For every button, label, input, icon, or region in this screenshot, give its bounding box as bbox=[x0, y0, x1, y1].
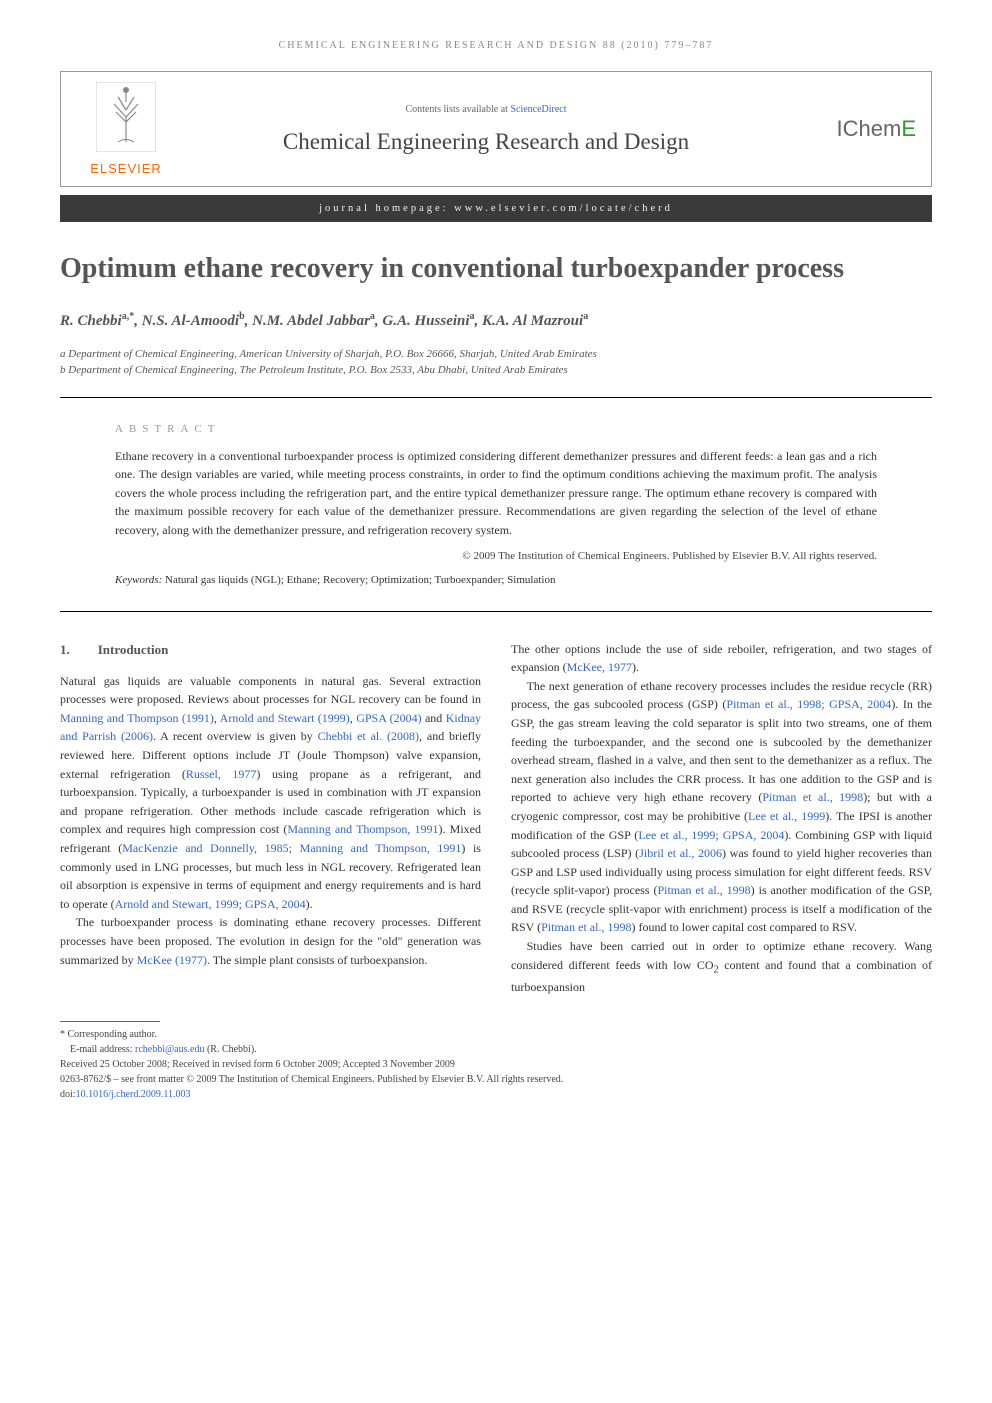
rule-bottom bbox=[60, 611, 932, 612]
section-1-num: 1. bbox=[60, 642, 70, 657]
doi-line: doi:10.1016/j.cherd.2009.11.003 bbox=[60, 1087, 932, 1102]
column-right: The other options include the use of sid… bbox=[511, 640, 932, 997]
icheme-prefix: IChem bbox=[837, 116, 902, 141]
t: Natural gas liquids are valuable compone… bbox=[60, 674, 481, 707]
ref-russel-1977[interactable]: Russel, 1977 bbox=[186, 767, 257, 781]
t: . A recent overview is given by bbox=[153, 729, 318, 743]
ref-chebbi-2008[interactable]: Chebbi et al. (2008) bbox=[318, 729, 419, 743]
col2-p2: The next generation of ethane recovery p… bbox=[511, 677, 932, 937]
email-link[interactable]: rchebbi@aus.edu bbox=[135, 1044, 204, 1055]
col2-p3: Studies have been carried out in order t… bbox=[511, 937, 932, 996]
abstract-text: Ethane recovery in a conventional turboe… bbox=[115, 447, 877, 540]
ref-pitman-1998d[interactable]: Pitman et al., 1998 bbox=[541, 920, 631, 934]
affiliations: a Department of Chemical Engineering, Am… bbox=[60, 346, 932, 379]
abstract-box: ABSTRACT Ethane recovery in a convention… bbox=[115, 423, 877, 586]
rule-top bbox=[60, 397, 932, 398]
contents-prefix: Contents lists available at bbox=[405, 104, 510, 115]
affiliation-b: b Department of Chemical Engineering, Th… bbox=[60, 362, 932, 379]
doi-link[interactable]: 10.1016/j.cherd.2009.11.003 bbox=[76, 1089, 191, 1100]
ref-gpsa-2004[interactable]: GPSA (2004) bbox=[356, 711, 421, 725]
elsevier-tree-icon bbox=[96, 82, 156, 152]
ref-arnold-1999[interactable]: Arnold and Stewart (1999) bbox=[220, 711, 350, 725]
ref-arnold-1999b[interactable]: Arnold and Stewart, 1999; GPSA, 2004 bbox=[115, 897, 306, 911]
col2-p1: The other options include the use of sid… bbox=[511, 640, 932, 677]
contents-available-line: Contents lists available at ScienceDirec… bbox=[196, 104, 776, 115]
ref-manning-1991b[interactable]: Manning and Thompson, 1991 bbox=[287, 822, 438, 836]
keywords-label: Keywords: bbox=[115, 574, 162, 586]
journal-header-line: CHEMICAL ENGINEERING RESEARCH AND DESIGN… bbox=[60, 40, 932, 51]
t: ). bbox=[632, 660, 639, 674]
t: ) found to lower capital cost compared t… bbox=[631, 920, 856, 934]
publication-banner: ELSEVIER Contents lists available at Sci… bbox=[60, 71, 932, 187]
col1-p1: Natural gas liquids are valuable compone… bbox=[60, 672, 481, 914]
footnote-rule bbox=[60, 1021, 160, 1022]
t: ). In the GSP, the gas stream leaving th… bbox=[511, 697, 932, 804]
column-left: 1. Introduction Natural gas liquids are v… bbox=[60, 640, 481, 997]
affiliation-a: a Department of Chemical Engineering, Am… bbox=[60, 346, 932, 363]
doi-label: doi: bbox=[60, 1089, 76, 1100]
ref-pitman-1998[interactable]: Pitman et al., 1998; GPSA, 2004 bbox=[726, 697, 891, 711]
abstract-label: ABSTRACT bbox=[115, 423, 877, 435]
journal-title: Chemical Engineering Research and Design bbox=[196, 129, 776, 155]
issn-line: 0263-8762/$ – see front matter © 2009 Th… bbox=[60, 1072, 932, 1087]
email-line: E-mail address: rchebbi@aus.edu (R. Cheb… bbox=[60, 1042, 932, 1057]
icheme-logo: IChemE bbox=[796, 116, 916, 142]
sciencedirect-link[interactable]: ScienceDirect bbox=[510, 104, 566, 115]
footnotes: * Corresponding author. E-mail address: … bbox=[60, 1021, 932, 1102]
ref-jibril-2006[interactable]: Jibril et al., 2006 bbox=[639, 846, 722, 860]
homepage-bar: journal homepage: www.elsevier.com/locat… bbox=[60, 195, 932, 222]
body-columns: 1. Introduction Natural gas liquids are v… bbox=[60, 640, 932, 997]
ref-mckee-1977b[interactable]: McKee, 1977 bbox=[567, 660, 632, 674]
col1-p2: The turboexpander process is dominating … bbox=[60, 913, 481, 969]
icheme-e: E bbox=[901, 116, 916, 141]
ref-lee-1999b[interactable]: Lee et al., 1999; GPSA, 2004 bbox=[638, 828, 784, 842]
t: ). bbox=[306, 897, 313, 911]
authors-line: R. Chebbia,*, N.S. Al-Amoodib, N.M. Abde… bbox=[60, 311, 932, 330]
section-1-heading: 1. Introduction bbox=[60, 640, 481, 660]
ref-manning-1991[interactable]: Manning and Thompson (1991) bbox=[60, 711, 214, 725]
keywords-values: Natural gas liquids (NGL); Ethane; Recov… bbox=[165, 574, 555, 586]
received-line: Received 25 October 2008; Received in re… bbox=[60, 1057, 932, 1072]
elsevier-logo-block: ELSEVIER bbox=[76, 82, 176, 176]
ref-pitman-1998c[interactable]: Pitman et al., 1998 bbox=[657, 883, 750, 897]
t: . The simple plant consists of turboexpa… bbox=[207, 953, 427, 967]
keywords-line: Keywords: Natural gas liquids (NGL); Eth… bbox=[115, 574, 877, 586]
email-suffix: (R. Chebbi). bbox=[204, 1044, 256, 1055]
banner-middle: Contents lists available at ScienceDirec… bbox=[176, 104, 796, 155]
elsevier-label: ELSEVIER bbox=[76, 161, 176, 176]
abstract-copyright: © 2009 The Institution of Chemical Engin… bbox=[115, 550, 877, 562]
section-1-title: Introduction bbox=[98, 642, 169, 657]
ref-mackenzie-1985[interactable]: MacKenzie and Donnelly, 1985; Manning an… bbox=[122, 841, 461, 855]
t: and bbox=[422, 711, 446, 725]
ref-lee-1999[interactable]: Lee et al., 1999 bbox=[748, 809, 825, 823]
article-title: Optimum ethane recovery in conventional … bbox=[60, 252, 932, 286]
ref-mckee-1977[interactable]: McKee (1977) bbox=[137, 953, 207, 967]
corresponding-author: * Corresponding author. bbox=[60, 1027, 932, 1042]
ref-pitman-1998b[interactable]: Pitman et al., 1998 bbox=[762, 790, 863, 804]
email-label: E-mail address: bbox=[70, 1044, 135, 1055]
